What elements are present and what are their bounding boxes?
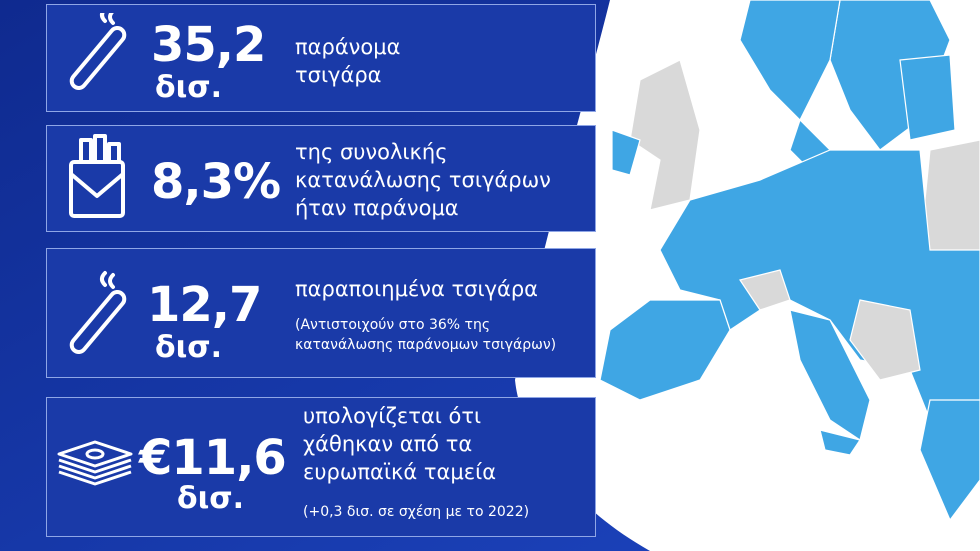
text-line: παραποιημένα τσιγάρα bbox=[295, 277, 539, 301]
money-icon bbox=[57, 440, 133, 486]
card: 35,2 δισ. παράνομα τσιγάρα bbox=[46, 4, 596, 112]
unit: δισ. bbox=[155, 330, 223, 365]
cigarette-icon bbox=[69, 271, 127, 354]
text-line: παράνομα bbox=[295, 35, 401, 59]
text-line: (Αντιστοιχούν στο 36% της bbox=[295, 317, 491, 333]
card: 8,3% της συνολικής κατανάλωσης τσιγάρων ήτ… bbox=[46, 125, 596, 232]
value: 35,2 bbox=[151, 17, 266, 73]
unit: δισ. bbox=[155, 70, 223, 105]
value: 8,3% bbox=[151, 154, 281, 210]
description: παραποιημένα τσιγάρα bbox=[295, 275, 538, 303]
value: €11,6 bbox=[139, 430, 287, 486]
text-line: ευρωπαϊκά ταμεία bbox=[303, 460, 497, 484]
note: (+0,3 δισ. σε σχέση με το 2022) bbox=[303, 502, 529, 522]
text-line: χάθηκαν από τα bbox=[303, 432, 473, 456]
unit: δισ. bbox=[177, 481, 245, 516]
note: (Αντιστοιχούν στο 36% της κατανάλωσης παρ… bbox=[295, 315, 556, 355]
card: 12,7 δισ. παραποιημένα τσιγάρα (Αντιστοι… bbox=[46, 248, 596, 378]
description: παράνομα τσιγάρα bbox=[295, 33, 400, 89]
card: €11,6 δισ. υπολογίζεται ότι χάθηκαν από τ… bbox=[46, 397, 596, 537]
text-line: τσιγάρα bbox=[295, 63, 382, 87]
text-line: της συνολικής bbox=[295, 140, 448, 164]
description: της συνολικής κατανάλωσης τσιγάρων ήταν πα… bbox=[295, 138, 551, 222]
description: υπολογίζεται ότι χάθηκαν από τα ευρωπαϊκά … bbox=[303, 402, 496, 486]
cigarette-icon bbox=[69, 13, 127, 90]
text-line: υπολογίζεται ότι bbox=[303, 404, 482, 428]
text-line: (+0,3 δισ. σε σχέση με το 2022) bbox=[303, 504, 530, 520]
text-line: κατανάλωσης τσιγάρων bbox=[295, 168, 551, 192]
map bbox=[599, 0, 980, 522]
text-line: ήταν παράνομα bbox=[295, 196, 459, 220]
text-line: κατανάλωσης παράνομων τσιγάρων) bbox=[295, 337, 557, 353]
pack-icon bbox=[69, 134, 125, 218]
value: 12,7 bbox=[147, 277, 262, 333]
